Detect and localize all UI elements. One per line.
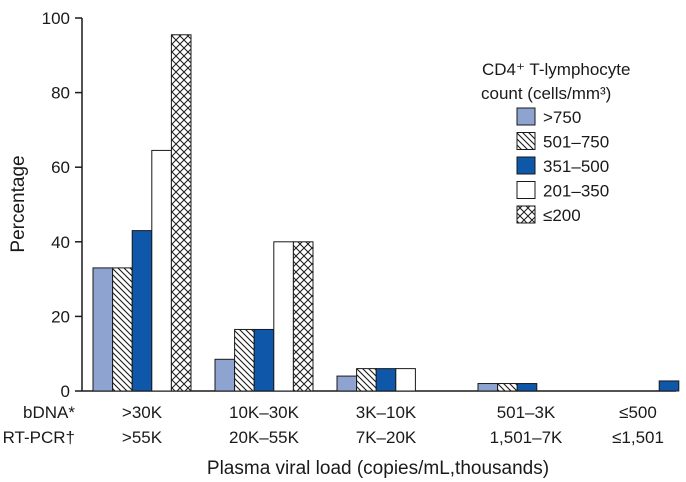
bar <box>336 375 358 392</box>
bar <box>253 328 275 392</box>
bars <box>92 34 680 392</box>
legend-swatch <box>516 107 536 126</box>
y-tick-label: 60 <box>51 158 70 177</box>
category-labels: bDNA* RT-PCR† >30K >55K 10K–30K 20K–55K 3K–10K… <box>3 403 664 447</box>
category-label-bdna: 501–3K <box>497 403 556 422</box>
x-axis-title: Plasma viral load (copies/mL,thousands) <box>207 458 549 479</box>
bar <box>375 368 397 392</box>
bar <box>234 328 255 392</box>
category-label-rtpcr: 1,501–7K <box>490 428 563 447</box>
y-axis-title: Percentage <box>8 155 29 252</box>
category-label-bdna: >30K <box>122 403 163 422</box>
legend-swatch <box>516 132 536 150</box>
legend-label: 351–500 <box>543 157 609 176</box>
bar <box>477 383 499 392</box>
legend-title-line2: count (cells/mm³) <box>481 84 611 103</box>
bar <box>273 241 294 392</box>
legend-swatch <box>516 205 536 224</box>
bar <box>151 149 172 392</box>
bar <box>356 368 377 392</box>
category-label-rtpcr: 20K–55K <box>229 428 300 447</box>
y-tick-label: 100 <box>42 9 70 28</box>
bar <box>170 34 192 392</box>
legend-title-line1: CD4⁺ T-lymphocyte <box>482 60 630 79</box>
y-ticks: 0 20 40 60 80 100 <box>42 9 82 401</box>
y-tick-label: 20 <box>51 307 70 326</box>
category-label-rtpcr: >55K <box>122 428 163 447</box>
y-tick-label: 80 <box>51 84 70 103</box>
category-label-bdna: 10K–30K <box>229 403 300 422</box>
bar <box>516 383 538 392</box>
bar <box>497 383 518 392</box>
legend: CD4⁺ T-lymphocyte count (cells/mm³) >750… <box>481 60 630 225</box>
legend-swatch <box>516 156 536 175</box>
legend-label: >750 <box>543 108 581 127</box>
legend-swatch <box>516 181 536 199</box>
category-label-rtpcr: ≤1,501 <box>612 428 664 447</box>
bar <box>214 358 236 392</box>
bar <box>131 230 153 392</box>
legend-label: ≤200 <box>543 206 581 225</box>
bar <box>92 267 114 392</box>
legend-label: 201–350 <box>543 182 609 201</box>
bar <box>658 380 680 392</box>
bar <box>292 241 314 392</box>
bar <box>395 368 416 392</box>
category-label-rtpcr: 7K–20K <box>356 428 417 447</box>
category-label-bdna: ≤500 <box>619 403 657 422</box>
row-label-rtpcr: RT-PCR† <box>3 428 75 447</box>
bar <box>112 267 133 392</box>
legend-label: 501–750 <box>543 133 609 152</box>
category-label-bdna: 3K–10K <box>356 403 417 422</box>
y-tick-label: 40 <box>51 233 70 252</box>
row-label-bdna: bDNA* <box>23 403 75 422</box>
y-tick-label: 0 <box>61 382 70 401</box>
